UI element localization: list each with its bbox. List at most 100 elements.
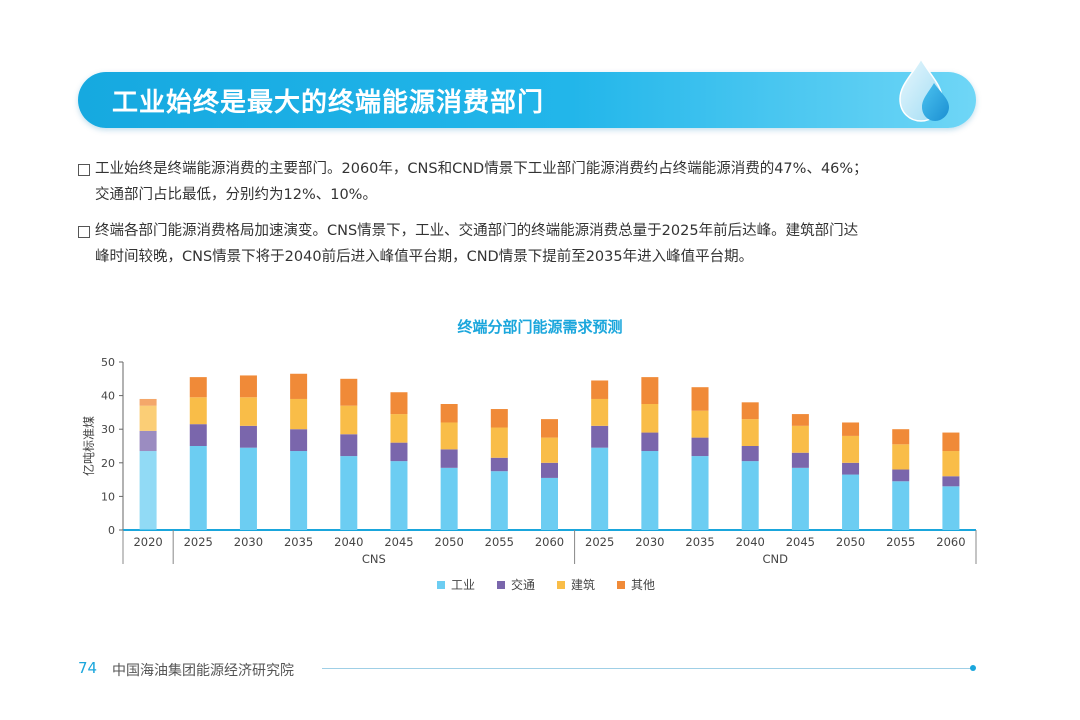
chart-title: 终端分部门能源需求预测 — [457, 318, 623, 336]
bar-segment — [741, 402, 759, 420]
bar-segment — [741, 461, 759, 530]
section-title: 工业始终是最大的终端能源消费部门 — [112, 88, 545, 118]
bar-segment — [892, 444, 910, 470]
bar-segment — [290, 429, 308, 452]
bar-segment — [290, 451, 308, 530]
bar-segment — [390, 414, 408, 443]
bar-segment — [591, 447, 609, 530]
bar-segment — [591, 425, 609, 448]
bar-segment — [139, 451, 157, 530]
bar-segment — [239, 375, 257, 398]
x-tick-label: 2020 — [133, 535, 162, 549]
bar-segment — [139, 398, 157, 406]
bar-segment — [691, 456, 709, 530]
bullet-2-line-1: 终端各部门能源消费格局加速演变。CNS情景下，工业、交通部门的终端能源消费总量于… — [95, 223, 859, 239]
x-tick-label: 2025 — [184, 535, 213, 549]
bar-segment — [892, 469, 910, 482]
footer-organization: 中国海油集团能源经济研究院 — [112, 663, 294, 679]
legend-swatch — [437, 581, 445, 589]
bullet-1-line-1: 工业始终是终端能源消费的主要部门。2060年，CNS和CND情景下工业部门能源消… — [95, 161, 868, 177]
bar-segment — [942, 432, 960, 452]
bar-segment — [691, 437, 709, 457]
bar-segment — [189, 397, 207, 425]
bar-segment — [641, 404, 659, 433]
legend-swatch — [497, 581, 505, 589]
bar-segment — [189, 424, 207, 446]
bar-segment — [691, 387, 709, 411]
bar-segment — [691, 410, 709, 438]
bar-segment — [440, 404, 458, 423]
legend-label: 其他 — [631, 578, 655, 592]
y-tick-label: 0 — [108, 524, 115, 537]
x-tick-label: 2035 — [685, 535, 714, 549]
y-axis-title: 亿吨标准煤 — [81, 416, 96, 476]
bar-segment — [440, 467, 458, 530]
bar-segment — [340, 434, 358, 457]
footer-dot — [970, 665, 976, 671]
page-number: 74 — [78, 659, 98, 677]
group-label: CNS — [362, 552, 386, 566]
x-tick-label: 2055 — [886, 535, 915, 549]
bullet-2: 终端各部门能源消费格局加速演变。CNS情景下，工业、交通部门的终端能源消费总量于… — [78, 218, 983, 270]
x-tick-label: 2055 — [485, 535, 514, 549]
y-tick-label: 30 — [101, 423, 115, 436]
bullet-2-line-2: 峰时间较晚，CNS情景下将于2040前后进入峰值平台期，CND情景下提前至203… — [95, 249, 754, 265]
bar-segment — [189, 446, 207, 530]
bar-segment — [892, 429, 910, 445]
bar-segment — [541, 462, 558, 478]
bar-segment — [139, 430, 157, 452]
bar-segment — [239, 397, 257, 426]
bar-segment — [741, 446, 759, 462]
bar-segment — [842, 435, 860, 463]
bar-segment — [239, 447, 257, 530]
bar-segment — [842, 474, 860, 530]
bar-segment — [791, 425, 809, 453]
checkbox-icon — [78, 226, 90, 238]
legend-label: 建筑 — [571, 577, 595, 592]
bar-segment — [340, 456, 358, 530]
x-tick-label: 2050 — [836, 535, 865, 549]
checkbox-icon — [78, 164, 90, 176]
bar-segment — [791, 414, 809, 426]
x-tick-label: 2040 — [736, 535, 765, 549]
x-tick-label: 2045 — [786, 535, 815, 549]
water-drop-icon — [899, 57, 949, 122]
x-tick-label: 2050 — [435, 535, 464, 549]
bar-segment — [591, 398, 609, 426]
y-tick-label: 50 — [101, 356, 115, 369]
bar-segment — [541, 477, 558, 530]
legend-swatch — [557, 581, 565, 589]
x-tick-label: 2040 — [334, 535, 363, 549]
bar-segment — [490, 457, 508, 472]
bar-segment — [490, 427, 508, 458]
footer-divider — [322, 668, 972, 669]
bar-segment — [490, 409, 508, 428]
bar-segment — [892, 481, 910, 530]
bar-segment — [290, 373, 308, 399]
bullet-1: 工业始终是终端能源消费的主要部门。2060年，CNS和CND情景下工业部门能源消… — [78, 156, 983, 208]
legend-label: 工业 — [451, 578, 475, 592]
x-tick-label: 2045 — [384, 535, 413, 549]
bar-segment — [490, 471, 508, 530]
x-tick-label: 2035 — [284, 535, 313, 549]
legend-label: 交通 — [511, 577, 535, 592]
x-tick-label: 2025 — [585, 535, 614, 549]
bar-segment — [591, 380, 609, 399]
bar-segment — [390, 461, 408, 530]
bar-segment — [440, 422, 458, 450]
x-tick-label: 2060 — [535, 535, 564, 549]
bar-segment — [541, 437, 558, 463]
group-label: CND — [763, 552, 789, 566]
bullet-1-line-2: 交通部门占比最低，分别约为12%、10%。 — [95, 187, 377, 203]
bar-segment — [641, 432, 659, 452]
y-tick-label: 10 — [101, 490, 115, 503]
bar-segment — [791, 452, 809, 468]
bar-segment — [541, 419, 558, 438]
bar-segment — [340, 405, 358, 435]
bar-segment — [741, 419, 759, 446]
x-tick-label: 2060 — [936, 535, 965, 549]
bar-segment — [189, 377, 207, 398]
bar-segment — [139, 405, 157, 431]
x-tick-label: 2030 — [234, 535, 263, 549]
